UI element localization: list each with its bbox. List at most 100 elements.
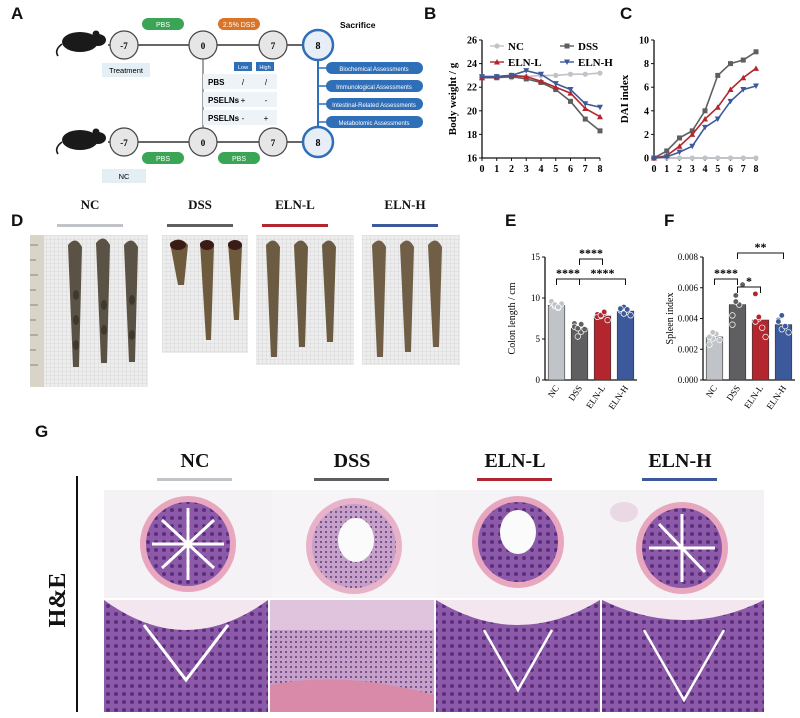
data-point (689, 131, 696, 137)
data-point (689, 143, 696, 150)
y-tick-label: 0.008 (678, 252, 699, 262)
he-underline (477, 478, 552, 481)
significance-bracket (579, 278, 626, 285)
chart-spleen-index: 0.000 0.002 0.004 0.006 0.008 Spleen index NC D… (665, 240, 795, 411)
x-tick-label: 5 (553, 164, 558, 175)
data-point (753, 49, 759, 55)
y-tick-label: 0.006 (678, 283, 699, 293)
dose-row-label: PSELNs (208, 114, 240, 123)
y-tick-label: 4 (644, 106, 649, 117)
y-tick-label: 0 (644, 154, 649, 165)
x-tick-label: ELN-L (584, 383, 607, 410)
group-label-eln-h: ELN-H (384, 197, 426, 212)
data-point (785, 329, 792, 336)
dose-row-high: / (265, 78, 268, 87)
data-point (552, 84, 559, 90)
x-tick-label: 8 (754, 164, 759, 175)
data-point (740, 87, 747, 93)
data-point (567, 90, 574, 96)
x-tick-label: 4 (703, 164, 708, 175)
he-group-label-eln-l: ELN-L (484, 450, 546, 472)
data-point (597, 113, 603, 120)
y-axis-label: Spleen index (665, 293, 676, 345)
dss-pill: 2.5% DSS (223, 22, 256, 29)
timepoint: 0 (201, 41, 206, 51)
data-point (677, 135, 682, 141)
data-point (782, 323, 789, 330)
data-point (597, 128, 603, 134)
y-axis-label: Body weight / g (447, 62, 459, 135)
he-group-label-dss: DSS (333, 450, 371, 472)
x-tick-label: 3 (690, 164, 695, 175)
x-tick-label: ELN-H (764, 383, 788, 411)
data-point (627, 312, 634, 319)
data-point (567, 87, 574, 93)
x-tick-label: ELN-L (742, 383, 765, 410)
data-point (582, 101, 589, 107)
data-point (729, 321, 736, 328)
x-tick-label: 0 (652, 164, 657, 175)
assessment-pill: Intestinal-Related Assessments (332, 103, 416, 109)
panel-label-d: D (11, 211, 24, 230)
y-axis-label: Colon length / cm (507, 282, 518, 354)
group-label-nc: NC (80, 197, 100, 212)
significance-label: **** (714, 266, 738, 280)
data-point (620, 310, 627, 317)
dose-header: High (259, 65, 270, 71)
treatment-label: Treatment (109, 66, 144, 75)
data-point (663, 154, 670, 160)
data-point (538, 78, 544, 84)
series-line-dss (653, 51, 757, 159)
y-tick-label: 0 (536, 375, 541, 385)
x-tick-label: 2 (509, 164, 514, 175)
data-point (523, 73, 530, 80)
data-point (568, 98, 573, 104)
data-point (538, 71, 544, 78)
he-group-label-nc: NC (180, 450, 210, 472)
data-point (740, 57, 746, 63)
y-tick-label: 24 (467, 59, 477, 70)
data-point (762, 333, 769, 341)
x-tick-label: 6 (568, 164, 573, 175)
data-point (582, 105, 589, 111)
x-tick-label: 6 (728, 164, 733, 175)
panel-label-b: B (424, 4, 437, 23)
mouse-icon (55, 30, 106, 57)
data-point (706, 341, 713, 348)
y-tick-label: 0.000 (678, 375, 699, 385)
chart-body-weight: 16 18 20 22 24 26 0 1 2 3 4 5 6 7 8 Body weight / g NC DS… (447, 36, 613, 176)
timepoint: -7 (120, 138, 128, 148)
x-tick-label: 1 (494, 164, 499, 175)
timepoint: 8 (316, 41, 321, 52)
bar-eln-l (593, 315, 612, 381)
y-tick-label: 10 (639, 36, 649, 47)
data-point (715, 72, 721, 78)
colon-photos (30, 235, 460, 387)
y-tick-label: 18 (467, 130, 477, 141)
data-point (775, 318, 782, 325)
significance-bracket (737, 286, 761, 293)
group-underline (372, 224, 438, 227)
data-point (714, 104, 721, 110)
data-point (732, 292, 739, 299)
data-point (740, 74, 747, 81)
assessment-pill: Immunological Assessments (336, 85, 412, 91)
data-point (581, 326, 588, 333)
data-point (702, 116, 708, 122)
x-tick-label: 7 (741, 164, 746, 175)
panel-label-g: G (35, 422, 49, 441)
timepoint: -7 (120, 41, 128, 51)
legend-marker (564, 43, 570, 49)
data-point (676, 155, 683, 161)
data-point (728, 61, 733, 67)
y-tick-label: 20 (467, 106, 477, 117)
data-point (553, 72, 559, 78)
data-point (755, 313, 762, 321)
assessment-pill: Biochemical Assessments (339, 67, 408, 73)
data-point (727, 155, 734, 161)
data-point (651, 155, 657, 161)
data-point (689, 128, 695, 134)
significance-bracket (579, 258, 603, 265)
data-point (567, 71, 574, 77)
he-underline (642, 478, 717, 481)
